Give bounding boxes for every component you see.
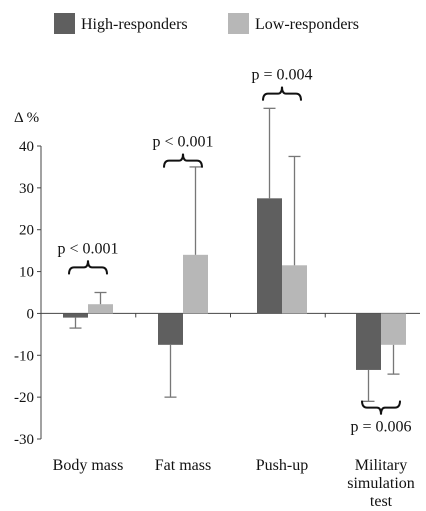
bar xyxy=(356,313,381,370)
y-tick-label: 30 xyxy=(19,181,34,197)
p-value-label: p = 0.006 xyxy=(350,419,411,436)
y-tick-label: -30 xyxy=(14,432,34,448)
significance-bracket xyxy=(163,153,203,168)
bars xyxy=(63,198,406,370)
y-tick-label: 20 xyxy=(19,223,34,239)
legend-label: High-responders xyxy=(81,16,188,33)
x-tick-label: test xyxy=(370,493,393,510)
x-tick-label: Fat mass xyxy=(155,457,211,474)
y-axis-label: Δ % xyxy=(14,110,39,126)
y-tick-label: 0 xyxy=(27,306,35,322)
y-tick-label: 40 xyxy=(19,139,34,155)
legend-label: Low-responders xyxy=(255,16,359,33)
significance-bracket xyxy=(262,86,302,101)
y-tick-label: 10 xyxy=(19,265,34,281)
bar xyxy=(282,265,307,314)
x-tick-label: simulation xyxy=(347,475,415,492)
bar xyxy=(158,313,183,345)
error-bars xyxy=(69,107,400,402)
axes: 40 30 20 10 0 -10 -20 -30 xyxy=(14,139,420,448)
bar xyxy=(257,198,282,314)
bar xyxy=(183,254,208,314)
x-tick-label: Military xyxy=(355,457,407,474)
annotations: p < 0.001 p < 0.001 p = 0.004 p = 0.006 xyxy=(57,67,411,436)
bar xyxy=(63,313,88,318)
legend-swatch xyxy=(228,13,249,34)
p-value-label: p < 0.001 xyxy=(152,134,213,151)
bar xyxy=(88,304,113,314)
significance-bracket xyxy=(68,260,108,275)
p-value-label: p = 0.004 xyxy=(251,67,312,84)
x-tick-labels: Body mass Fat mass Push-up Militarysimulati… xyxy=(53,457,415,510)
y-tick-label: -20 xyxy=(14,390,34,406)
p-value-label: p < 0.001 xyxy=(57,240,118,257)
legend-swatch xyxy=(54,13,75,34)
significance-bracket xyxy=(361,400,401,415)
legend: High-responders Low-responders xyxy=(54,13,359,34)
x-tick-label: Body mass xyxy=(53,457,124,474)
bar xyxy=(381,313,406,345)
x-tick-label: Push-up xyxy=(256,457,308,474)
y-tick-label: -10 xyxy=(14,348,34,364)
